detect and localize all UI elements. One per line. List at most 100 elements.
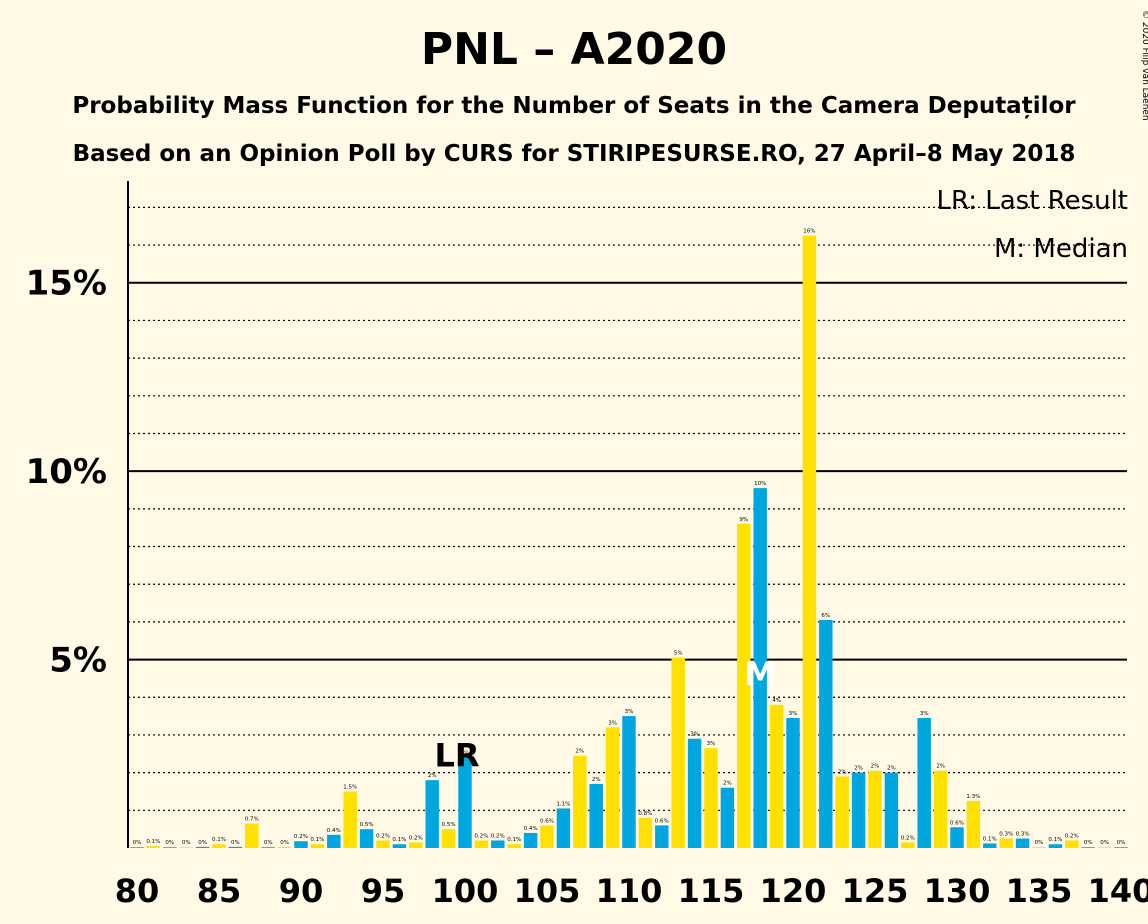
bar-label-seat-101: 0.2% [474,833,488,839]
bar-seat-85 [212,844,226,848]
bar-label-seat-97: 0.2% [409,835,423,841]
median-marker: M [744,655,776,693]
bar-seat-109 [605,727,620,848]
grid-lines [128,206,1127,811]
tick-labels: 80 85 90 95 100 105 110 115 120 125 130 135 140 5% 10%… [26,264,1148,910]
bar-seat-93 [343,791,357,848]
bar-label-seat-102: 0.2% [491,833,505,839]
bar-label-seat-92: 0.4% [327,828,341,834]
bar-label-seat-109: 3% [608,720,617,726]
bar-seat-98 [425,780,439,848]
bar-label-seat-107: 2% [575,749,584,755]
bar-seat-82 [163,847,177,848]
bar-seat-110 [622,716,636,848]
bar-seat-107 [573,755,587,848]
legend-last-result: LR: Last Result [936,186,1128,216]
bar-seat-92 [327,834,341,848]
bar-label-seat-140: 0% [1117,840,1126,846]
bar-label-seat-124: 2% [854,766,863,772]
bar-label-seat-103: 0.1% [507,837,521,843]
bar-seat-84 [195,846,210,848]
bar-label-seat-129: 2% [936,764,945,770]
bar-seat-87 [245,823,259,848]
bar-seat-96 [392,844,407,848]
bar-label-seat-110: 3% [625,709,634,715]
bar-label-seat-120: 3% [789,711,798,717]
bar-seat-127 [901,842,915,848]
x-tick-label: 140 [1088,872,1148,910]
bar-seat-80 [130,847,144,848]
bar-label-seat-88: 0% [264,840,273,846]
bar-label-seat-81: 0.1% [146,839,160,845]
bars [130,235,1128,848]
bar-seat-123 [835,776,849,848]
bar-label-seat-115: 3% [707,741,716,747]
bar-seat-122 [819,620,833,848]
bar-seat-90 [294,841,308,848]
bar-label-seat-111: 0.8% [638,811,652,817]
bar-seat-137 [1065,840,1079,848]
bar-seat-115 [704,748,718,848]
y-tick-label: 15% [26,264,107,304]
x-tick-label: 115 [678,872,745,910]
x-tick-label: 105 [514,872,581,910]
bar-label-seat-134: 0.3% [1016,832,1030,838]
bar-label-seat-139: 0% [1100,840,1109,846]
bar-seat-138 [1081,847,1095,848]
bar-seat-132 [983,843,997,848]
bar-label-seat-128: 3% [920,711,929,717]
bar-label-seat-85: 0.1% [212,837,226,843]
bar-seat-94 [359,829,374,848]
x-tick-label: 90 [279,872,324,910]
bar-seat-131 [966,800,981,848]
bar-label-seat-112: 0.6% [655,818,669,824]
chart-subtitle-1: Probability Mass Function for the Number… [72,93,1076,119]
bar-label-seat-116: 2% [723,781,732,787]
bar-seat-106 [556,808,571,848]
bar-seat-113 [671,657,685,848]
bar-label-seat-117: 9% [739,517,748,523]
bar-label-seat-96: 0.1% [392,837,406,843]
markers: LR M [434,655,776,775]
bar-label-seat-91: 0.1% [310,837,324,843]
bar-labels: 0% 0.1% 0% 0% 0% 0.1% 0%0.7%0% 0%0.2%0.1%0.4%1.… [133,229,1126,847]
bar-label-seat-122: 6% [821,613,830,619]
bar-seat-101 [474,840,489,848]
bar-seat-117 [737,523,751,848]
x-tick-label: 100 [432,872,499,910]
bar-seat-121 [802,235,817,848]
bar-label-seat-121: 16% [803,229,815,235]
bar-seat-116 [720,787,735,848]
x-tick-label: 110 [596,872,663,910]
bar-label-seat-131: 1.3% [966,794,980,800]
bar-label-seat-126: 2% [887,766,896,772]
bar-label-seat-105: 0.6% [540,818,554,824]
x-tick-label: 135 [1006,872,1073,910]
bar-seat-103 [507,844,521,848]
last-result-marker: LR [434,737,479,775]
bar-label-seat-104: 0.4% [524,826,538,832]
x-tick-label: 130 [924,872,991,910]
bar-seat-140 [1114,847,1128,848]
bar-label-seat-132: 0.1% [983,836,997,842]
bar-label-seat-123: 2% [838,769,847,775]
bar-label-seat-137: 0.2% [1065,833,1079,839]
bar-label-seat-133: 0.3% [999,832,1013,838]
bar-seat-119 [769,704,784,848]
bar-label-seat-108: 2% [592,777,601,783]
chart-title: PNL – A2020 [421,24,727,75]
bar-seat-81 [146,846,161,848]
bar-seat-125 [868,770,882,848]
bar-seat-83 [179,847,193,848]
bar-seat-100 [458,757,472,848]
bar-seat-114 [687,738,702,848]
bar-seat-89 [277,846,292,848]
bar-seat-111 [638,817,653,848]
bar-label-seat-136: 0.1% [1048,837,1062,843]
bar-seat-135 [1032,847,1046,848]
bar-label-seat-99: 0.5% [442,822,456,828]
bar-label-seat-114: 3% [690,732,699,738]
bar-label-seat-100: 2% [461,751,470,757]
bar-label-seat-138: 0% [1084,840,1093,846]
